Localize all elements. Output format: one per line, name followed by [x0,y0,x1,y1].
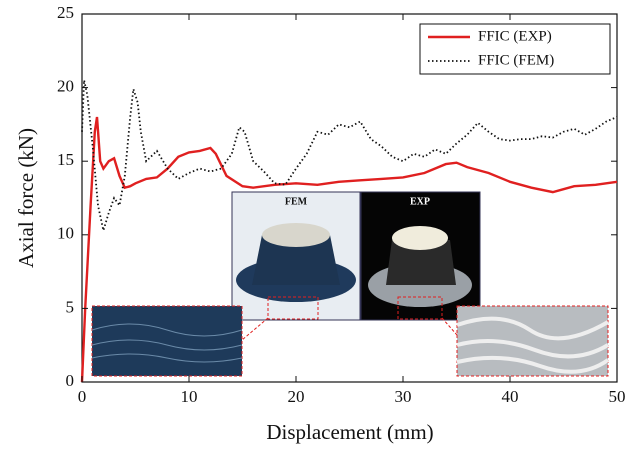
legend: FFIC (EXP) FFIC (FEM) [419,23,611,75]
fem-shape [262,223,330,247]
y-tick-label: 0 [66,371,75,390]
y-tick-label: 5 [66,297,75,316]
annotation: EXP [410,196,430,207]
series-layer [80,80,618,383]
y-tick-label: 15 [57,150,74,169]
zoom-region [397,296,443,320]
legend-label: FFIC (FEM) [478,52,554,68]
x-tick-label: 30 [395,387,412,406]
inset-photos: FEM EXP [91,191,610,377]
y-tick-label: 25 [57,3,74,22]
x-tick-label: 0 [78,387,87,406]
legend-label: FFIC (EXP) [478,28,552,44]
y-tick-label: 20 [57,77,74,96]
zoom-arrow [441,317,458,336]
x-axis-label: Displacement (mm) [266,420,433,444]
zoom-arrow [241,317,269,341]
y-axis-label: Axial force (kN) [14,128,38,268]
zoom-region [267,296,319,320]
fem-shape [252,235,340,285]
x-tick-label: 10 [181,387,198,406]
annotation: FEM [285,196,308,207]
x-tick-label: 40 [502,387,519,406]
plot-frame [81,13,618,383]
exp-shape [392,226,448,250]
legend-box [419,23,611,75]
fem-folds [91,323,243,363]
x-tick-label: 20 [288,387,305,406]
y-tick-label: 10 [57,224,74,243]
exp-shape [386,240,456,285]
line-series [80,116,618,383]
exp-folds [456,316,610,374]
x-tick-label: 50 [609,387,626,406]
